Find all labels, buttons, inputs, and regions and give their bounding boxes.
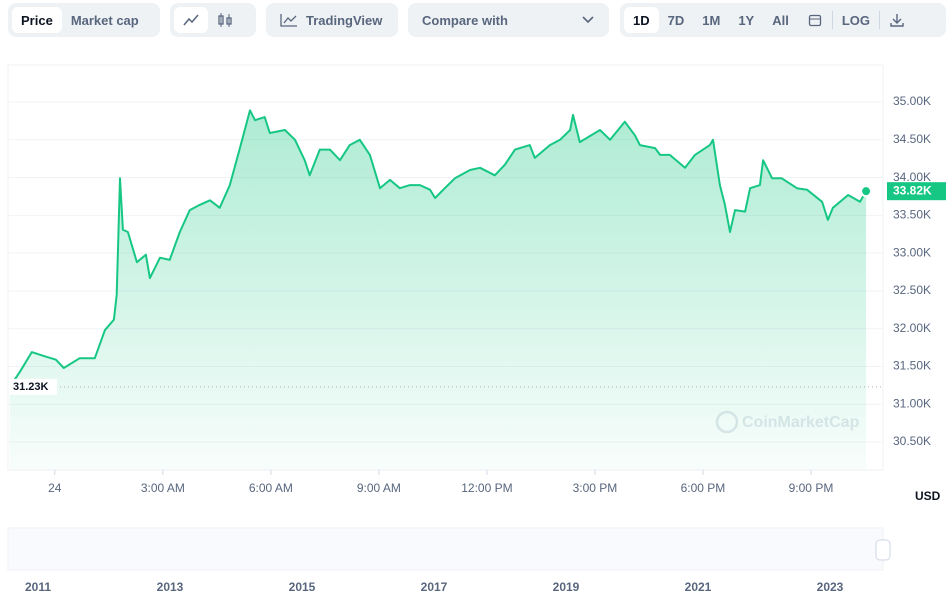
watermark-logo: [715, 410, 739, 434]
y-tick-label: 33.00K: [893, 245, 931, 259]
x-tick-label: 9:00 AM: [357, 481, 401, 495]
current-price-label: 33.82K: [893, 183, 932, 197]
navigator[interactable]: [7, 527, 884, 571]
x-tick-label: 12:00 PM: [461, 481, 512, 495]
range-button[interactable]: All: [772, 12, 789, 28]
divider: [831, 11, 833, 29]
watermark: CoinMarketCap: [742, 414, 860, 431]
view-button[interactable]: Market cap: [70, 12, 139, 28]
y-tick-label: 31.50K: [893, 359, 931, 373]
range-button[interactable]: 1Y: [738, 12, 755, 28]
navigator-label: 2021: [685, 580, 712, 594]
candle-chart-button[interactable]: [208, 7, 242, 33]
chevron-icon: [582, 16, 594, 24]
navigator-label: 2015: [289, 580, 316, 594]
tradingview-button[interactable]: TradingView: [266, 3, 398, 37]
y-tick-label: 32.00K: [893, 321, 931, 335]
navigator-label: 2019: [553, 580, 580, 594]
area-fill: [9, 110, 867, 471]
x-tick-label: 6:00 PM: [681, 481, 726, 495]
x-tick-label: 3:00 AM: [141, 481, 185, 495]
navigator-label: 2017: [421, 580, 448, 594]
y-tick-label: 30.50K: [893, 434, 931, 448]
candle-icon: [218, 13, 232, 27]
y-tick-label: 32.50K: [893, 283, 931, 297]
calendar-icon: [808, 14, 821, 27]
start-price-label: 31.23K: [13, 381, 49, 393]
x-tick-label: 9:00 PM: [789, 481, 834, 495]
x-tick-label: 3:00 PM: [573, 481, 618, 495]
start-label-bg: [9, 378, 57, 395]
plot-border: [7, 64, 884, 471]
current-label-bg: [887, 182, 946, 201]
download-button[interactable]: [880, 7, 914, 33]
calendar-button[interactable]: [798, 7, 832, 33]
tradingview-label: TradingView: [306, 12, 383, 28]
y-tick-label: 31.00K: [893, 396, 931, 410]
range-toggle: 1D 7D 1M 1Y All LOG: [620, 3, 946, 37]
line-chart-button[interactable]: [174, 7, 208, 33]
view-button[interactable]: Price: [12, 7, 62, 33]
y-tick-label: 35.00K: [893, 94, 931, 108]
navigator-label: 2013: [157, 580, 184, 594]
compare-dropdown[interactable]: Compare with: [408, 3, 609, 37]
navigator-handle[interactable]: [875, 539, 891, 561]
navigator-label: 2023: [817, 580, 844, 594]
divider: [879, 11, 881, 29]
unit-label: USD: [915, 489, 941, 503]
navigator-label: 2011: [25, 580, 51, 594]
x-tick-label: 24: [48, 481, 62, 495]
last-point: [860, 185, 873, 198]
tradingview-icon: [280, 14, 297, 27]
log-button[interactable]: LOG: [841, 12, 871, 28]
line-icon: [183, 14, 199, 26]
range-button[interactable]: 1D: [624, 7, 659, 33]
range-button[interactable]: 7D: [667, 12, 685, 28]
view-toggle: Price Market cap: [8, 3, 160, 37]
compare-label: Compare with: [422, 12, 508, 28]
download-icon: [890, 14, 904, 27]
range-button[interactable]: 1M: [702, 12, 721, 28]
chart-type-toggle: [170, 3, 256, 37]
y-tick-label: 34.00K: [893, 170, 931, 184]
x-tick-label: 6:00 AM: [249, 481, 293, 495]
y-tick-label: 34.50K: [893, 132, 931, 146]
price-line: [8, 109, 867, 388]
y-tick-label: 33.50K: [893, 208, 931, 222]
